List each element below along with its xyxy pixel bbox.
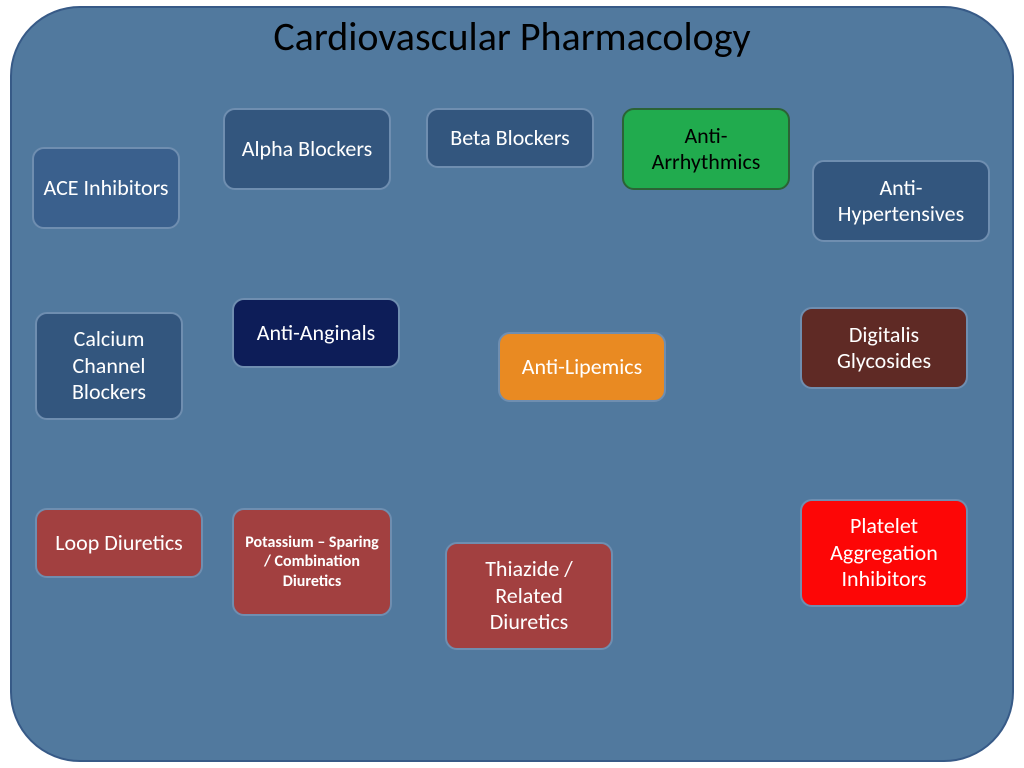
node-ace-inhibitors[interactable]: ACE Inhibitors xyxy=(32,147,180,229)
node-calcium-channel-blockers[interactable]: Calcium Channel Blockers xyxy=(35,312,183,420)
diagram-title: Cardiovascular Pharmacology xyxy=(0,12,1024,61)
node-anti-lipemics[interactable]: Anti-Lipemics xyxy=(498,332,666,402)
node-potassium-sparing[interactable]: Potassium – Sparing / Combination Diuret… xyxy=(232,508,392,616)
node-loop-diuretics[interactable]: Loop Diuretics xyxy=(35,508,203,578)
node-anti-anginals[interactable]: Anti-Anginals xyxy=(232,298,400,368)
node-digitalis-glycosides[interactable]: Digitalis Glycosides xyxy=(800,307,968,389)
node-anti-hypertensives[interactable]: Anti-Hypertensives xyxy=(812,160,990,242)
node-anti-arrhythmics[interactable]: Anti-Arrhythmics xyxy=(622,108,790,190)
node-alpha-blockers[interactable]: Alpha Blockers xyxy=(223,108,391,190)
node-platelet-aggregation[interactable]: Platelet Aggregation Inhibitors xyxy=(800,499,968,607)
node-beta-blockers[interactable]: Beta Blockers xyxy=(426,108,594,168)
node-thiazide-diuretics[interactable]: Thiazide / Related Diuretics xyxy=(445,542,613,650)
